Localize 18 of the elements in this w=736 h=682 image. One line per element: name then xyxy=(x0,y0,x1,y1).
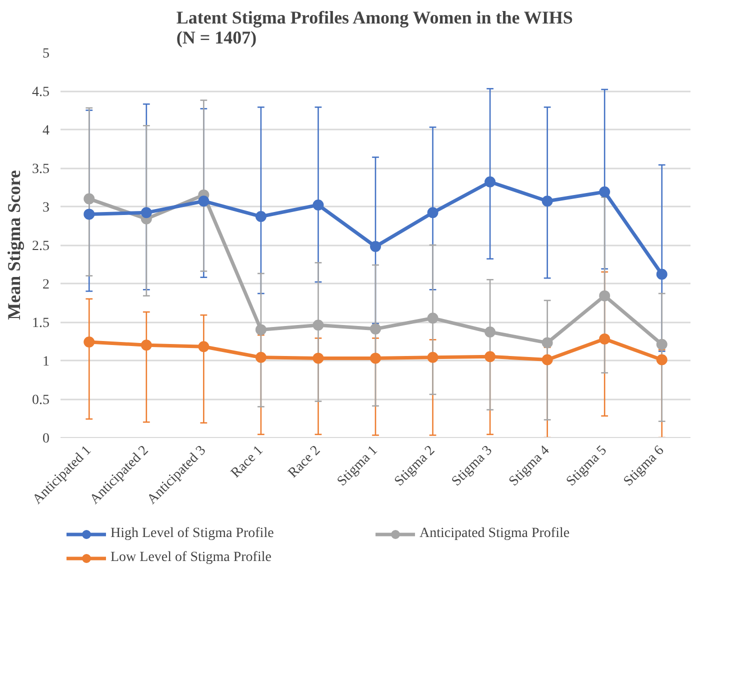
y-tick-label: 2 xyxy=(42,278,50,292)
x-tick-label: Race 1 xyxy=(228,443,266,482)
chart-title: Latent Stigma Profiles Among Women in the WIHS (N = 1407) xyxy=(176,8,573,48)
y-tick-label: 1.5 xyxy=(32,316,50,331)
y-tick-label: 4 xyxy=(42,124,50,138)
y-tick-label: 4.5 xyxy=(32,85,50,100)
legend-label: Anticipated Stigma Profile xyxy=(420,526,571,542)
y-tick-label: 0.5 xyxy=(32,393,50,408)
legend-label: High Level of Stigma Profile xyxy=(110,526,275,542)
y-tick-label: 3 xyxy=(42,200,50,216)
y-tick-label: 3.5 xyxy=(32,162,50,177)
legend-label: Low Level of Stigma Profile xyxy=(110,550,272,566)
y-tick-label: 0 xyxy=(42,432,50,446)
y-tick-label: 1 xyxy=(42,354,50,370)
x-tick-label: Race 2 xyxy=(286,443,324,482)
y-tick-label: 2.5 xyxy=(32,239,50,254)
y-axis-title: Mean Stigma Score xyxy=(4,170,24,320)
y-tick-label: 5 xyxy=(42,46,50,62)
